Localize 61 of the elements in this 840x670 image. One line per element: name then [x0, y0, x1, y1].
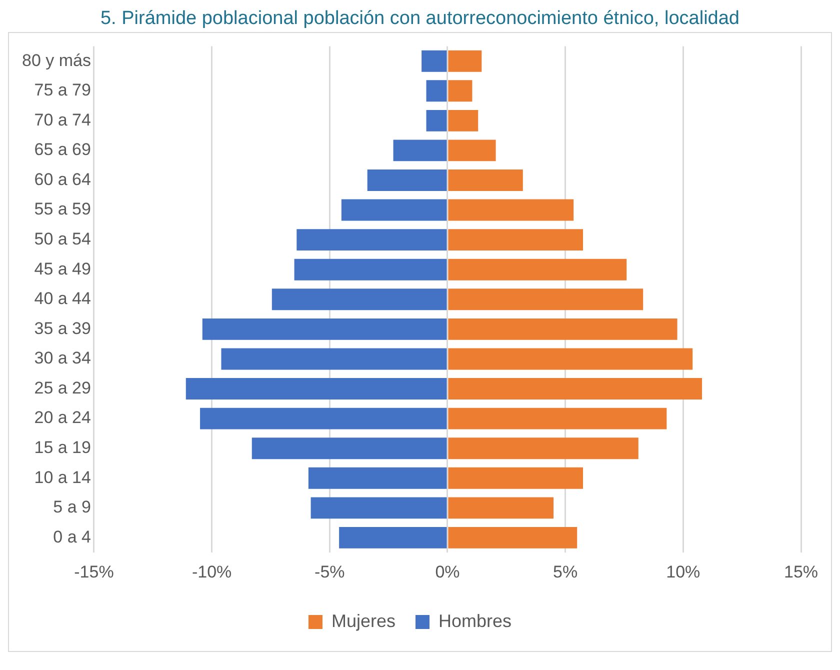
- bar: [200, 408, 447, 430]
- x-tick-label: -15%: [74, 562, 114, 582]
- bar: [448, 110, 478, 132]
- bar: [341, 199, 447, 221]
- bar: [308, 467, 447, 489]
- bar: [272, 288, 447, 310]
- x-tick-label: 15%: [784, 562, 818, 582]
- bar: [448, 348, 693, 370]
- y-tick-label: 30 a 34: [34, 348, 91, 368]
- y-tick-label: 40 a 44: [34, 289, 91, 308]
- bar: [448, 467, 583, 489]
- bar: [202, 318, 447, 340]
- bar: [186, 378, 447, 400]
- bar: [252, 438, 447, 460]
- legend-label: Hombres: [438, 610, 512, 631]
- bar: [448, 438, 638, 460]
- y-tick-label: 10 a 14: [34, 468, 91, 487]
- bar: [448, 80, 472, 102]
- x-tick-label: 10%: [666, 562, 700, 582]
- bar: [426, 110, 447, 132]
- x-tick-label: 5%: [553, 562, 578, 582]
- bar: [448, 288, 644, 310]
- x-tick-label: -5%: [314, 562, 345, 582]
- y-tick-label: 5 a 9: [53, 498, 91, 517]
- y-tick-label: 60 a 64: [34, 170, 91, 189]
- bar: [367, 170, 447, 191]
- bar: [339, 526, 447, 548]
- bar: [422, 50, 447, 72]
- y-tick-label: 75 a 79: [34, 80, 91, 100]
- y-tick-label: 25 a 29: [34, 378, 91, 398]
- y-tick-label: 0 a 4: [53, 527, 91, 546]
- y-tick-label: 65 a 69: [34, 140, 91, 160]
- y-tick-label: 80 y más: [22, 50, 91, 70]
- bar: [296, 229, 447, 251]
- bar: [448, 526, 578, 548]
- y-tick-label: 45 a 49: [34, 259, 91, 278]
- bar: [448, 229, 583, 251]
- bar: [294, 258, 447, 280]
- bar: [448, 408, 667, 430]
- y-tick-label: 70 a 74: [34, 110, 91, 130]
- bar: [393, 140, 447, 162]
- bar: [310, 497, 447, 519]
- bar: [448, 497, 554, 519]
- y-tick-label: 35 a 39: [34, 318, 91, 338]
- legend-label: Mujeres: [331, 610, 396, 631]
- bar: [448, 199, 574, 221]
- bar: [426, 80, 447, 102]
- y-tick-label: 55 a 59: [34, 200, 91, 219]
- bar: [221, 348, 447, 370]
- bar: [448, 170, 523, 191]
- y-tick-label: 50 a 54: [34, 230, 91, 249]
- x-tick-label: 0%: [435, 562, 460, 582]
- x-tick-label: -10%: [192, 562, 232, 582]
- y-tick-label: 20 a 24: [34, 408, 91, 428]
- chart-title: 5. Pirámide poblacional población con autorreconocimiento étnico, localidad: [99, 8, 740, 31]
- bar: [448, 258, 627, 280]
- bar: [448, 140, 496, 162]
- bar: [448, 318, 678, 340]
- bar: [448, 50, 482, 72]
- y-tick-label: 15 a 19: [34, 438, 91, 458]
- bar: [448, 378, 702, 400]
